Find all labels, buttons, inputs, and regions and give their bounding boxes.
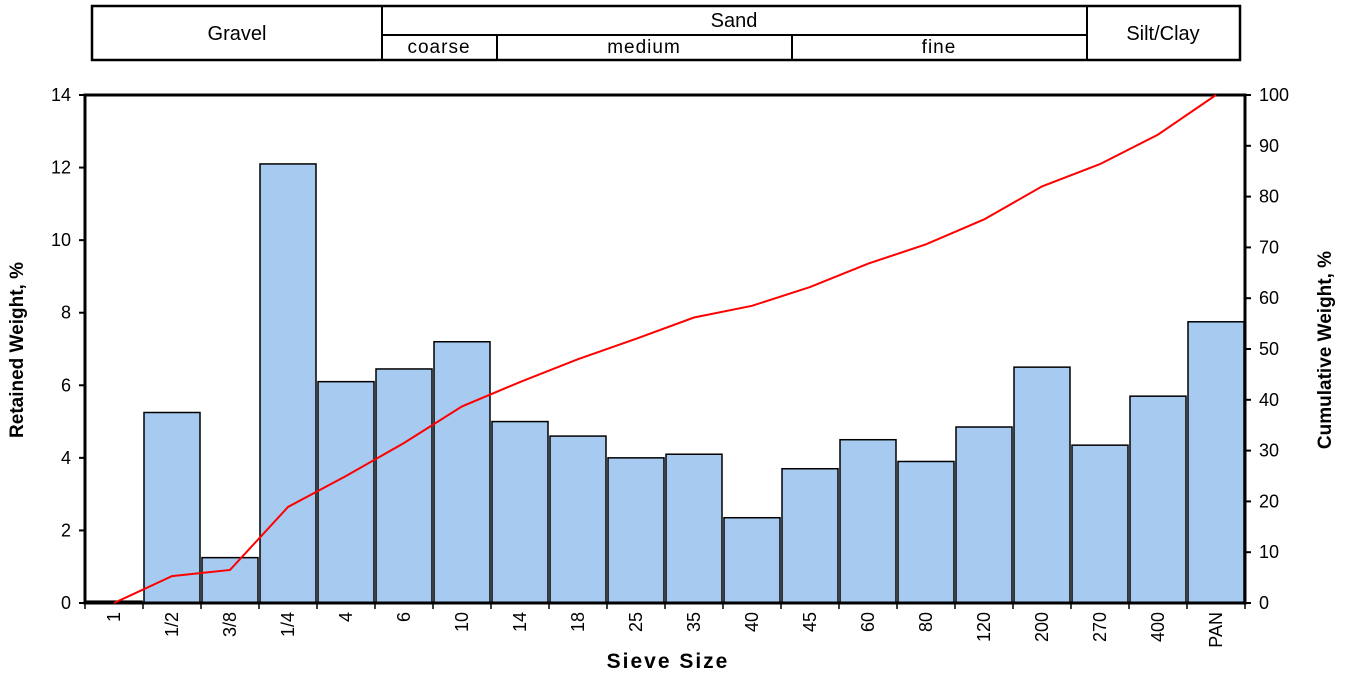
header-border <box>90 4 1242 62</box>
bar <box>897 460 955 604</box>
x-axis-title: Sieve Size <box>607 650 730 673</box>
bar <box>201 556 259 604</box>
plot-frame <box>83 93 1247 605</box>
x-tick-label: 45 <box>800 612 820 632</box>
sand-fine-label: fine <box>922 37 957 58</box>
x-tick-label: 18 <box>568 612 588 632</box>
x-tick-label: PAN <box>1206 612 1226 648</box>
x-tick-label: 80 <box>916 612 936 632</box>
y-tick-label: 0 <box>61 593 71 613</box>
y2-tick-label: 10 <box>1259 542 1279 562</box>
cumulative-line <box>113 94 1217 604</box>
y2-tick-label: 90 <box>1259 136 1279 156</box>
y2-tick-label: 50 <box>1259 339 1279 359</box>
sand-label: Sand <box>711 10 758 32</box>
x-tick-label: 6 <box>394 612 414 622</box>
x-tick-label: 200 <box>1032 612 1052 642</box>
x-tick-label: 14 <box>510 612 530 632</box>
x-tick-label: 10 <box>452 612 472 632</box>
y2-axis-title: Cumulative Weight, % <box>1315 251 1336 449</box>
x-tick-label: 40 <box>742 612 762 632</box>
y2-tick-label: 20 <box>1259 491 1279 511</box>
x-tick-label: 35 <box>684 612 704 632</box>
bar <box>839 438 897 604</box>
bar <box>1013 366 1071 604</box>
y2-tick-label: 30 <box>1259 441 1279 461</box>
x-tick-label: 400 <box>1148 612 1168 642</box>
y2-tick-label: 60 <box>1259 288 1279 308</box>
x-tick-label: 4 <box>336 612 356 622</box>
bar <box>1187 321 1245 604</box>
x-tick-label: 1 <box>104 612 124 622</box>
x-tick-label: 25 <box>626 612 646 632</box>
bar <box>723 516 781 604</box>
bar <box>1129 395 1187 604</box>
bar <box>375 368 433 604</box>
y2-tick-label: 0 <box>1259 593 1269 613</box>
bar <box>549 435 607 604</box>
bar <box>955 426 1013 604</box>
bar <box>317 380 375 604</box>
y2-tick-label: 100 <box>1259 85 1289 105</box>
x-tick-label: 1/2 <box>162 612 182 637</box>
bar <box>781 467 839 604</box>
sand-coarse-label: coarse <box>407 37 470 58</box>
y-tick-label: 2 <box>61 520 71 540</box>
silt-clay-label: Silt/Clay <box>1126 23 1199 45</box>
bar <box>259 163 317 604</box>
sand-medium-label: medium <box>607 37 681 58</box>
y-tick-label: 6 <box>61 375 71 395</box>
bar <box>1071 444 1129 604</box>
y-tick-label: 12 <box>51 158 71 178</box>
bar <box>607 457 665 604</box>
y2-tick-label: 40 <box>1259 390 1279 410</box>
bar <box>491 420 549 604</box>
x-tick-label: 60 <box>858 612 878 632</box>
y-tick-label: 4 <box>61 448 71 468</box>
x-tick-label: 1/4 <box>278 612 298 637</box>
y-tick-label: 8 <box>61 303 71 323</box>
bar <box>143 411 201 604</box>
bar <box>665 453 723 604</box>
x-tick-label: 3/8 <box>220 612 240 637</box>
y-tick-label: 14 <box>51 85 71 105</box>
y-axis-title: Retained Weight, % <box>7 262 28 438</box>
x-tick-label: 120 <box>974 612 994 642</box>
classification-header: Gravel Sand Silt/Clay coarse medium fine <box>90 4 1242 62</box>
plot-area: 0 2 4 6 8 10 12 14 0 10 20 30 40 50 60 70 80 90 100 1 1/2 3/8… <box>51 85 1289 648</box>
y2-tick-label: 70 <box>1259 237 1279 257</box>
y-tick-label: 10 <box>51 230 71 250</box>
bar <box>433 340 491 604</box>
gravel-label: Gravel <box>208 23 267 45</box>
x-tick-label: 270 <box>1090 612 1110 642</box>
y2-tick-label: 80 <box>1259 187 1279 207</box>
